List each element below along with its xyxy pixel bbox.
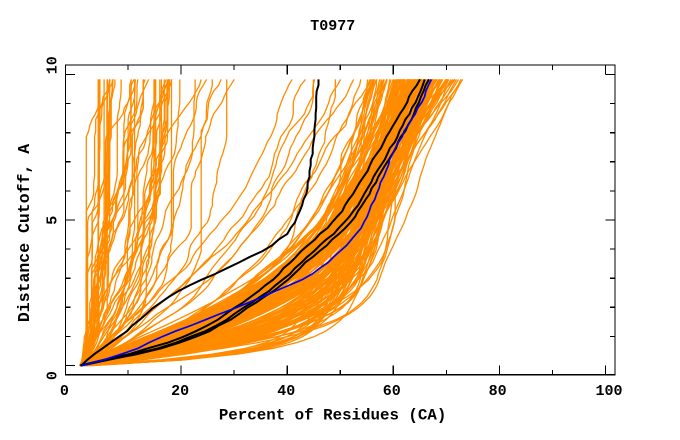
svg-text:0: 0 [45, 371, 62, 380]
svg-text:10: 10 [45, 56, 62, 74]
svg-text:0: 0 [60, 383, 69, 400]
svg-text:Percent of Residues (CA): Percent of Residues (CA) [219, 407, 447, 425]
svg-text:Distance Cutoff, A: Distance Cutoff, A [15, 144, 34, 322]
svg-text:80: 80 [489, 383, 507, 400]
svg-text:60: 60 [383, 383, 401, 400]
svg-text:20: 20 [171, 383, 189, 400]
svg-text:5: 5 [45, 216, 62, 225]
svg-text:40: 40 [277, 383, 295, 400]
svg-text:T0977: T0977 [310, 18, 355, 35]
svg-text:100: 100 [595, 383, 622, 400]
